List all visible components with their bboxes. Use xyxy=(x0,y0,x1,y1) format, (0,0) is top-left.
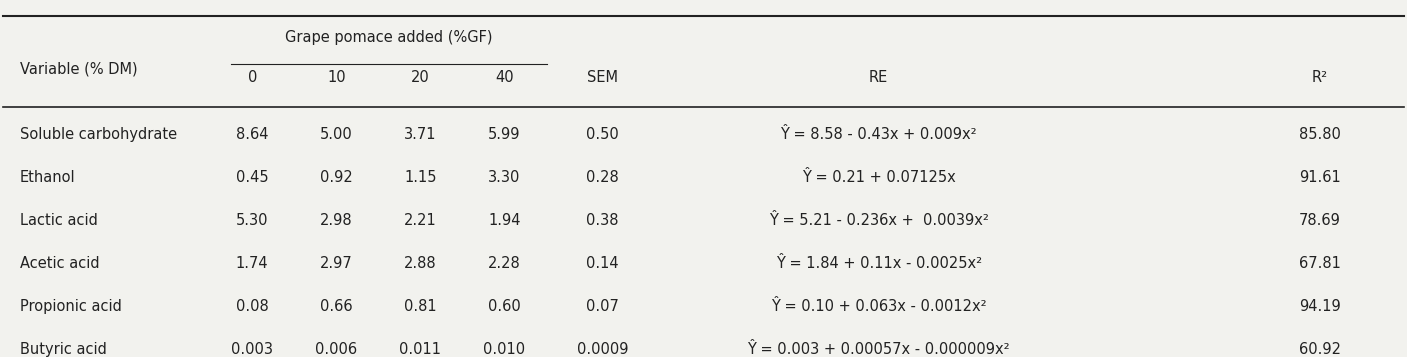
Text: 5.30: 5.30 xyxy=(236,213,269,228)
Text: 20: 20 xyxy=(411,70,429,85)
Text: Ŷ = 0.21 + 0.07125x: Ŷ = 0.21 + 0.07125x xyxy=(802,170,955,185)
Text: 1.94: 1.94 xyxy=(488,213,521,228)
Text: Ŷ = 0.10 + 0.063x - 0.0012x²: Ŷ = 0.10 + 0.063x - 0.0012x² xyxy=(771,299,986,314)
Text: 0.0009: 0.0009 xyxy=(577,342,629,357)
Text: 0.92: 0.92 xyxy=(319,170,353,185)
Text: Lactic acid: Lactic acid xyxy=(20,213,97,228)
Text: 0: 0 xyxy=(248,70,257,85)
Text: Propionic acid: Propionic acid xyxy=(20,299,121,314)
Text: 0.14: 0.14 xyxy=(587,256,619,271)
Text: Acetic acid: Acetic acid xyxy=(20,256,100,271)
Text: 67.81: 67.81 xyxy=(1299,256,1341,271)
Text: 0.66: 0.66 xyxy=(319,299,353,314)
Text: Ŷ = 8.58 - 0.43x + 0.009x²: Ŷ = 8.58 - 0.43x + 0.009x² xyxy=(781,127,976,142)
Text: 2.21: 2.21 xyxy=(404,213,436,228)
Text: 0.07: 0.07 xyxy=(587,299,619,314)
Text: 3.71: 3.71 xyxy=(404,127,436,142)
Text: Ethanol: Ethanol xyxy=(20,170,75,185)
Text: 85.80: 85.80 xyxy=(1299,127,1341,142)
Text: 8.64: 8.64 xyxy=(236,127,269,142)
Text: 10: 10 xyxy=(326,70,346,85)
Text: 1.15: 1.15 xyxy=(404,170,436,185)
Text: 40: 40 xyxy=(495,70,514,85)
Text: 0.45: 0.45 xyxy=(236,170,269,185)
Text: SEM: SEM xyxy=(587,70,618,85)
Text: 60.92: 60.92 xyxy=(1299,342,1341,357)
Text: 91.61: 91.61 xyxy=(1299,170,1341,185)
Text: RE: RE xyxy=(870,70,888,85)
Text: 0.81: 0.81 xyxy=(404,299,436,314)
Text: 3.30: 3.30 xyxy=(488,170,521,185)
Text: 0.011: 0.011 xyxy=(400,342,442,357)
Text: Ŷ = 1.84 + 0.11x - 0.0025x²: Ŷ = 1.84 + 0.11x - 0.0025x² xyxy=(775,256,982,271)
Text: Ŷ = 0.003 + 0.00057x - 0.000009x²: Ŷ = 0.003 + 0.00057x - 0.000009x² xyxy=(747,342,1010,357)
Text: 0.003: 0.003 xyxy=(231,342,273,357)
Text: 0.28: 0.28 xyxy=(587,170,619,185)
Text: 0.08: 0.08 xyxy=(236,299,269,314)
Text: Grape pomace added (%GF): Grape pomace added (%GF) xyxy=(286,30,492,45)
Text: 0.38: 0.38 xyxy=(587,213,619,228)
Text: Variable (% DM): Variable (% DM) xyxy=(20,61,138,76)
Text: 1.74: 1.74 xyxy=(236,256,269,271)
Text: 0.60: 0.60 xyxy=(488,299,521,314)
Text: 0.010: 0.010 xyxy=(484,342,526,357)
Text: 2.28: 2.28 xyxy=(488,256,521,271)
Text: 2.98: 2.98 xyxy=(319,213,353,228)
Text: 5.00: 5.00 xyxy=(319,127,353,142)
Text: R²: R² xyxy=(1313,70,1328,85)
Text: Butyric acid: Butyric acid xyxy=(20,342,107,357)
Text: Soluble carbohydrate: Soluble carbohydrate xyxy=(20,127,177,142)
Text: Ŷ = 5.21 - 0.236x +  0.0039x²: Ŷ = 5.21 - 0.236x + 0.0039x² xyxy=(768,213,989,228)
Text: 0.006: 0.006 xyxy=(315,342,357,357)
Text: 94.19: 94.19 xyxy=(1299,299,1341,314)
Text: 78.69: 78.69 xyxy=(1299,213,1341,228)
Text: 2.97: 2.97 xyxy=(319,256,353,271)
Text: 0.50: 0.50 xyxy=(587,127,619,142)
Text: 5.99: 5.99 xyxy=(488,127,521,142)
Text: 2.88: 2.88 xyxy=(404,256,436,271)
